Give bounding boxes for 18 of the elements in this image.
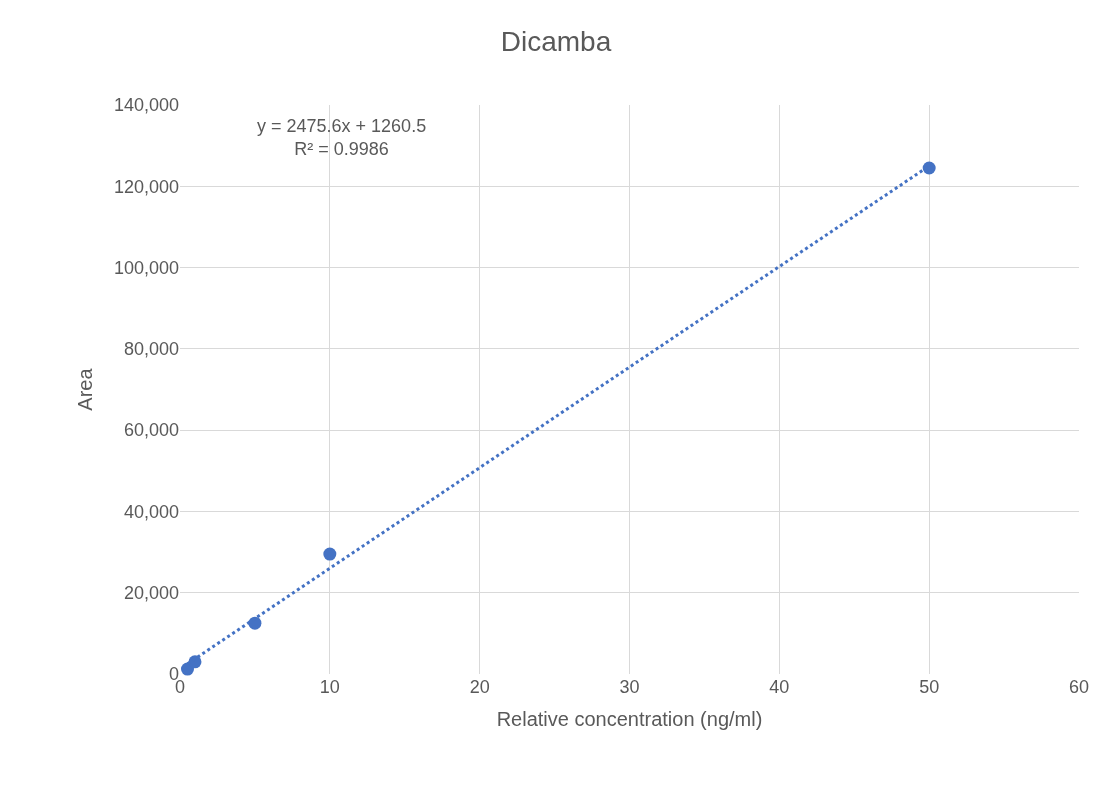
x-axis-title: Relative concentration (ng/ml) xyxy=(496,707,763,730)
x-tick-label: 50 xyxy=(919,677,940,697)
y-tick-label: 120,000 xyxy=(113,176,179,197)
y-tick-label: 60,000 xyxy=(123,420,179,441)
point xyxy=(323,547,337,561)
y-tick-label: 40,000 xyxy=(123,501,179,522)
y-tick-label: 100,000 xyxy=(113,257,179,278)
chart-title: Dicamba xyxy=(500,26,612,58)
y-axis-title: Area xyxy=(74,367,97,411)
x-tick-label: 20 xyxy=(469,677,490,697)
x-tick-label: 60 xyxy=(1068,677,1090,697)
x-tick-label: 30 xyxy=(619,677,640,697)
y-tick-label: 140,000 xyxy=(113,95,179,116)
x-tick-label: 40 xyxy=(769,677,790,697)
annotation: y = 2475.6x + 1260.5 R² = 0.9986 xyxy=(257,116,427,160)
x-tick-label: 10 xyxy=(319,677,340,697)
y-tick-label: 20,000 xyxy=(123,583,179,604)
y-tick-label: 80,000 xyxy=(123,339,179,360)
